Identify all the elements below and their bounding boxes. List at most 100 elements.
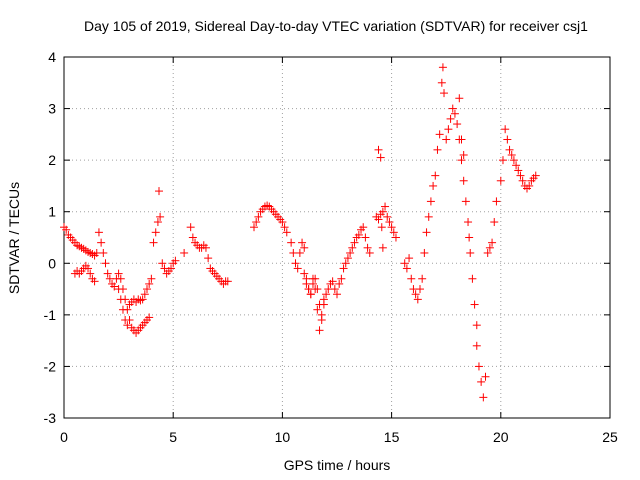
data-point — [145, 313, 154, 322]
data-point — [407, 274, 416, 283]
data-point — [300, 243, 309, 252]
data-point — [204, 254, 213, 263]
data-point — [490, 218, 499, 227]
data-point — [483, 248, 492, 257]
data-point — [99, 248, 108, 257]
data-point — [304, 285, 313, 294]
data-point — [468, 274, 477, 283]
data-point — [101, 259, 110, 268]
data-point — [435, 130, 444, 139]
y-tick-label: 1 — [48, 204, 56, 220]
data-point — [62, 225, 71, 234]
y-axis-label: SDTVAR / TECUs — [6, 182, 22, 294]
data-point — [466, 248, 475, 257]
x-tick-label: 20 — [493, 429, 509, 445]
x-tick-label: 25 — [602, 429, 618, 445]
data-point — [84, 264, 93, 273]
data-point — [354, 230, 363, 239]
x-tick-label: 5 — [169, 429, 177, 445]
data-point — [158, 259, 167, 268]
data-point — [429, 181, 438, 190]
data-point — [531, 171, 540, 180]
y-tick-label: 2 — [48, 152, 56, 168]
x-tick-label: 0 — [60, 429, 68, 445]
data-point — [450, 109, 459, 118]
data-point — [422, 228, 431, 237]
y-tick-label: 4 — [48, 49, 56, 65]
data-point — [319, 295, 328, 304]
data-point — [479, 393, 488, 402]
grid-lines — [64, 57, 610, 418]
y-tick-label: 0 — [48, 255, 56, 271]
data-point — [252, 218, 261, 227]
data-point — [201, 243, 210, 252]
data-point — [147, 274, 156, 283]
data-point — [350, 238, 359, 247]
x-tick-label: 15 — [384, 429, 400, 445]
data-point — [501, 125, 510, 134]
data-point — [405, 254, 414, 263]
data-point — [378, 243, 387, 252]
data-point — [138, 295, 147, 304]
data-point — [110, 282, 119, 291]
data-point — [488, 238, 497, 247]
data-point — [402, 264, 411, 273]
data-point — [337, 274, 346, 283]
data-point — [330, 285, 339, 294]
y-axis: -3 -2 -1 0 1 2 3 4 — [44, 49, 610, 426]
data-point — [103, 269, 112, 278]
data-point — [317, 310, 326, 319]
data-point — [514, 166, 523, 175]
data-point — [498, 156, 507, 165]
data-point — [377, 223, 386, 232]
data-point — [376, 210, 385, 219]
data-point — [86, 269, 95, 278]
data-point — [509, 156, 518, 165]
data-point — [282, 228, 291, 237]
data-point — [151, 228, 160, 237]
data-point — [359, 223, 368, 232]
data-point — [118, 285, 127, 294]
data-point — [465, 233, 474, 242]
data-point — [298, 238, 307, 247]
data-point — [507, 150, 516, 159]
data-point — [472, 321, 481, 330]
data-point — [315, 300, 324, 309]
data-point — [431, 171, 440, 180]
data-point — [470, 300, 479, 309]
data-point — [496, 176, 505, 185]
data-point — [346, 248, 355, 257]
data-point — [361, 233, 370, 242]
data-point — [94, 228, 103, 237]
data-point — [512, 161, 521, 170]
data-point — [374, 145, 383, 154]
data-point — [385, 218, 394, 227]
y-tick-label: -1 — [44, 307, 57, 323]
x-axis-label: GPS time / hours — [284, 457, 391, 473]
data-point — [328, 277, 337, 286]
data-point — [455, 135, 464, 144]
data-point — [381, 202, 390, 211]
data-point — [263, 201, 272, 210]
data-point — [442, 135, 451, 144]
data-point — [88, 250, 97, 259]
data-point — [411, 290, 420, 299]
data-point — [426, 197, 435, 206]
x-axis: 0 5 10 15 20 25 — [60, 57, 618, 445]
data-point — [453, 120, 462, 129]
data-point — [348, 243, 357, 252]
data-point — [383, 212, 392, 221]
plot-area-border — [63, 56, 611, 419]
data-point — [322, 290, 331, 299]
data-point — [505, 145, 514, 154]
data-point — [287, 238, 296, 247]
data-point — [376, 153, 385, 162]
data-point — [123, 305, 132, 314]
data-point — [459, 176, 468, 185]
data-point — [363, 243, 372, 252]
data-point — [145, 279, 154, 288]
data-point — [155, 187, 164, 196]
data-point — [278, 218, 287, 227]
data-point — [472, 341, 481, 350]
